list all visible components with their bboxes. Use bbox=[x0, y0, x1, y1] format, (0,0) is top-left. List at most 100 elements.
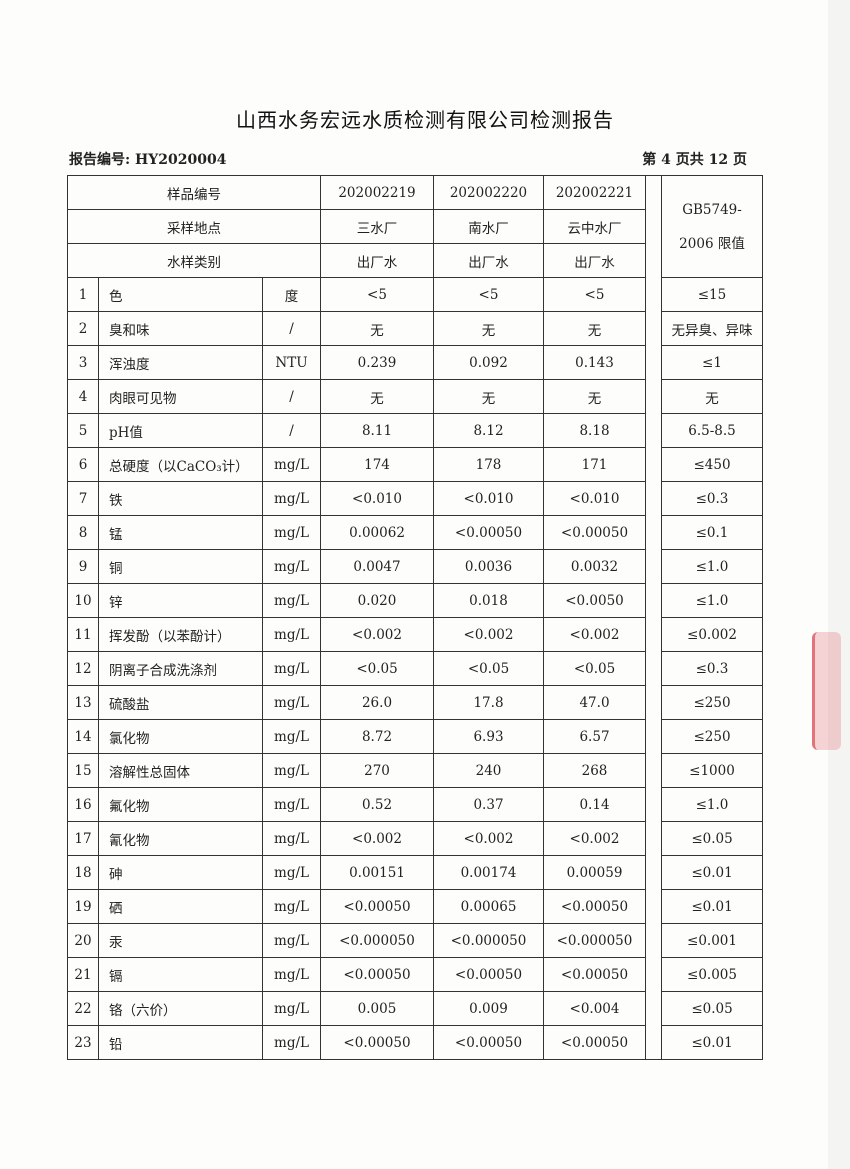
table-row: 20 汞 mg/L <0.000050 <0.000050 <0.000050 ≤0.001 bbox=[67, 923, 763, 958]
row-number: 12 bbox=[67, 651, 99, 686]
item-name: 铁 bbox=[98, 481, 263, 516]
value: <0.00050 bbox=[433, 957, 544, 992]
table-row: 8 锰 mg/L 0.00062 <0.00050 <0.00050 ≤0.1 bbox=[67, 515, 763, 550]
value: 0.52 bbox=[320, 787, 434, 822]
limit-label-line2: 2006 限值 bbox=[679, 235, 745, 252]
row-number: 6 bbox=[67, 447, 99, 482]
value: 无 bbox=[543, 379, 646, 414]
value: <0.00050 bbox=[543, 889, 646, 924]
sample-no: 202002220 bbox=[433, 175, 544, 210]
limit-value: ≤0.01 bbox=[661, 855, 763, 890]
sample-no: 202002221 bbox=[543, 175, 646, 210]
location-label: 采样地点 bbox=[67, 209, 321, 244]
type-label: 水样类别 bbox=[67, 243, 321, 278]
table-row: 10 锌 mg/L 0.020 0.018 <0.0050 ≤1.0 bbox=[67, 583, 763, 618]
table-row: 15 溶解性总固体 mg/L 270 240 268 ≤1000 bbox=[67, 753, 763, 788]
value: <5 bbox=[433, 277, 544, 312]
table-row: 1 色度 <5 <5 <5 ≤15 bbox=[67, 277, 763, 312]
limit-value: ≤1.0 bbox=[661, 583, 763, 618]
sample-type: 出厂水 bbox=[543, 243, 646, 278]
sample-no-label: 样品编号 bbox=[67, 175, 321, 210]
unit: mg/L bbox=[262, 753, 321, 788]
gap-cell bbox=[645, 583, 662, 618]
item-name: 铬（六价） bbox=[98, 991, 263, 1026]
value: <0.000050 bbox=[433, 923, 544, 958]
value: 无 bbox=[433, 379, 544, 414]
value: 0.00174 bbox=[433, 855, 544, 890]
value: 0.0032 bbox=[543, 549, 646, 584]
value: 无 bbox=[433, 311, 544, 346]
gap-cell bbox=[645, 311, 662, 346]
table-row: 21 镉 mg/L <0.00050 <0.00050 <0.00050 ≤0.005 bbox=[67, 957, 763, 992]
value: 无 bbox=[320, 379, 434, 414]
value: <0.010 bbox=[543, 481, 646, 516]
row-number: 5 bbox=[67, 413, 99, 448]
item-name: 铜 bbox=[98, 549, 263, 584]
gap-cell bbox=[645, 345, 662, 380]
row-number: 4 bbox=[67, 379, 99, 414]
value: 0.0047 bbox=[320, 549, 434, 584]
row-number: 21 bbox=[67, 957, 99, 992]
value: <0.0050 bbox=[543, 583, 646, 618]
limit-label-line1: GB5749- bbox=[682, 201, 742, 218]
value: <5 bbox=[320, 277, 434, 312]
gap-cell bbox=[645, 923, 662, 958]
table-row: 16 氟化物 mg/L 0.52 0.37 0.14 ≤1.0 bbox=[67, 787, 763, 822]
value: 6.57 bbox=[543, 719, 646, 754]
row-number: 1 bbox=[67, 277, 99, 312]
unit: mg/L bbox=[262, 821, 321, 856]
item-name: 臭和味 bbox=[98, 311, 263, 346]
item-name: 挥发酚（以苯酚计） bbox=[98, 617, 263, 652]
value: 0.00065 bbox=[433, 889, 544, 924]
row-number: 22 bbox=[67, 991, 99, 1026]
value: 0.020 bbox=[320, 583, 434, 618]
row-number: 19 bbox=[67, 889, 99, 924]
unit: NTU bbox=[262, 345, 321, 380]
value: 8.12 bbox=[433, 413, 544, 448]
limit-value: ≤0.05 bbox=[661, 991, 763, 1026]
gap-cell bbox=[645, 413, 662, 448]
limit-value: 无异臭、异味 bbox=[661, 311, 763, 346]
value: 6.93 bbox=[433, 719, 544, 754]
unit: mg/L bbox=[262, 787, 321, 822]
row-number: 17 bbox=[67, 821, 99, 856]
unit: / bbox=[262, 311, 321, 346]
unit: mg/L bbox=[262, 617, 321, 652]
row-number: 15 bbox=[67, 753, 99, 788]
sample-location: 三水厂 bbox=[320, 209, 434, 244]
item-name: 总硬度（以CaCO₃计） bbox=[98, 447, 263, 482]
value: 无 bbox=[320, 311, 434, 346]
value: <0.00050 bbox=[433, 1025, 544, 1060]
limit-value: ≤0.001 bbox=[661, 923, 763, 958]
item-name: 肉眼可见物 bbox=[98, 379, 263, 414]
value: 0.00151 bbox=[320, 855, 434, 890]
item-name: 铅 bbox=[98, 1025, 263, 1060]
item-name: 溶解性总固体 bbox=[98, 753, 263, 788]
report-title: 山西水务宏远水质检测有限公司检测报告 bbox=[236, 108, 614, 132]
row-number: 23 bbox=[67, 1025, 99, 1060]
page-info: 第 4 页共 12 页 bbox=[642, 152, 747, 168]
row-number: 2 bbox=[67, 311, 99, 346]
table-row: 6 总硬度（以CaCO₃计） mg/L 174 178 171 ≤450 bbox=[67, 447, 763, 482]
row-number: 8 bbox=[67, 515, 99, 550]
unit: mg/L bbox=[262, 549, 321, 584]
gap-cell bbox=[645, 379, 662, 414]
unit: mg/L bbox=[262, 447, 321, 482]
limit-value: ≤250 bbox=[661, 685, 763, 720]
value: <0.00050 bbox=[543, 1025, 646, 1060]
limit-value: ≤0.3 bbox=[661, 481, 763, 516]
item-name: 汞 bbox=[98, 923, 263, 958]
table-row: 7 铁 mg/L <0.010 <0.010 <0.010 ≤0.3 bbox=[67, 481, 763, 516]
value: 270 bbox=[320, 753, 434, 788]
item-name: pH值 bbox=[98, 413, 263, 448]
value: <0.00050 bbox=[320, 889, 434, 924]
unit: mg/L bbox=[262, 719, 321, 754]
limit-value: ≤0.3 bbox=[661, 651, 763, 686]
value: <5 bbox=[543, 277, 646, 312]
value: <0.002 bbox=[433, 617, 544, 652]
unit: mg/L bbox=[262, 889, 321, 924]
value: <0.000050 bbox=[320, 923, 434, 958]
results-table: 样品编号 202002219 202002220 202002221 GB574… bbox=[67, 175, 763, 1060]
table-row: 3 浑浊度 NTU 0.239 0.092 0.143 ≤1 bbox=[67, 345, 763, 380]
unit: mg/L bbox=[262, 991, 321, 1026]
